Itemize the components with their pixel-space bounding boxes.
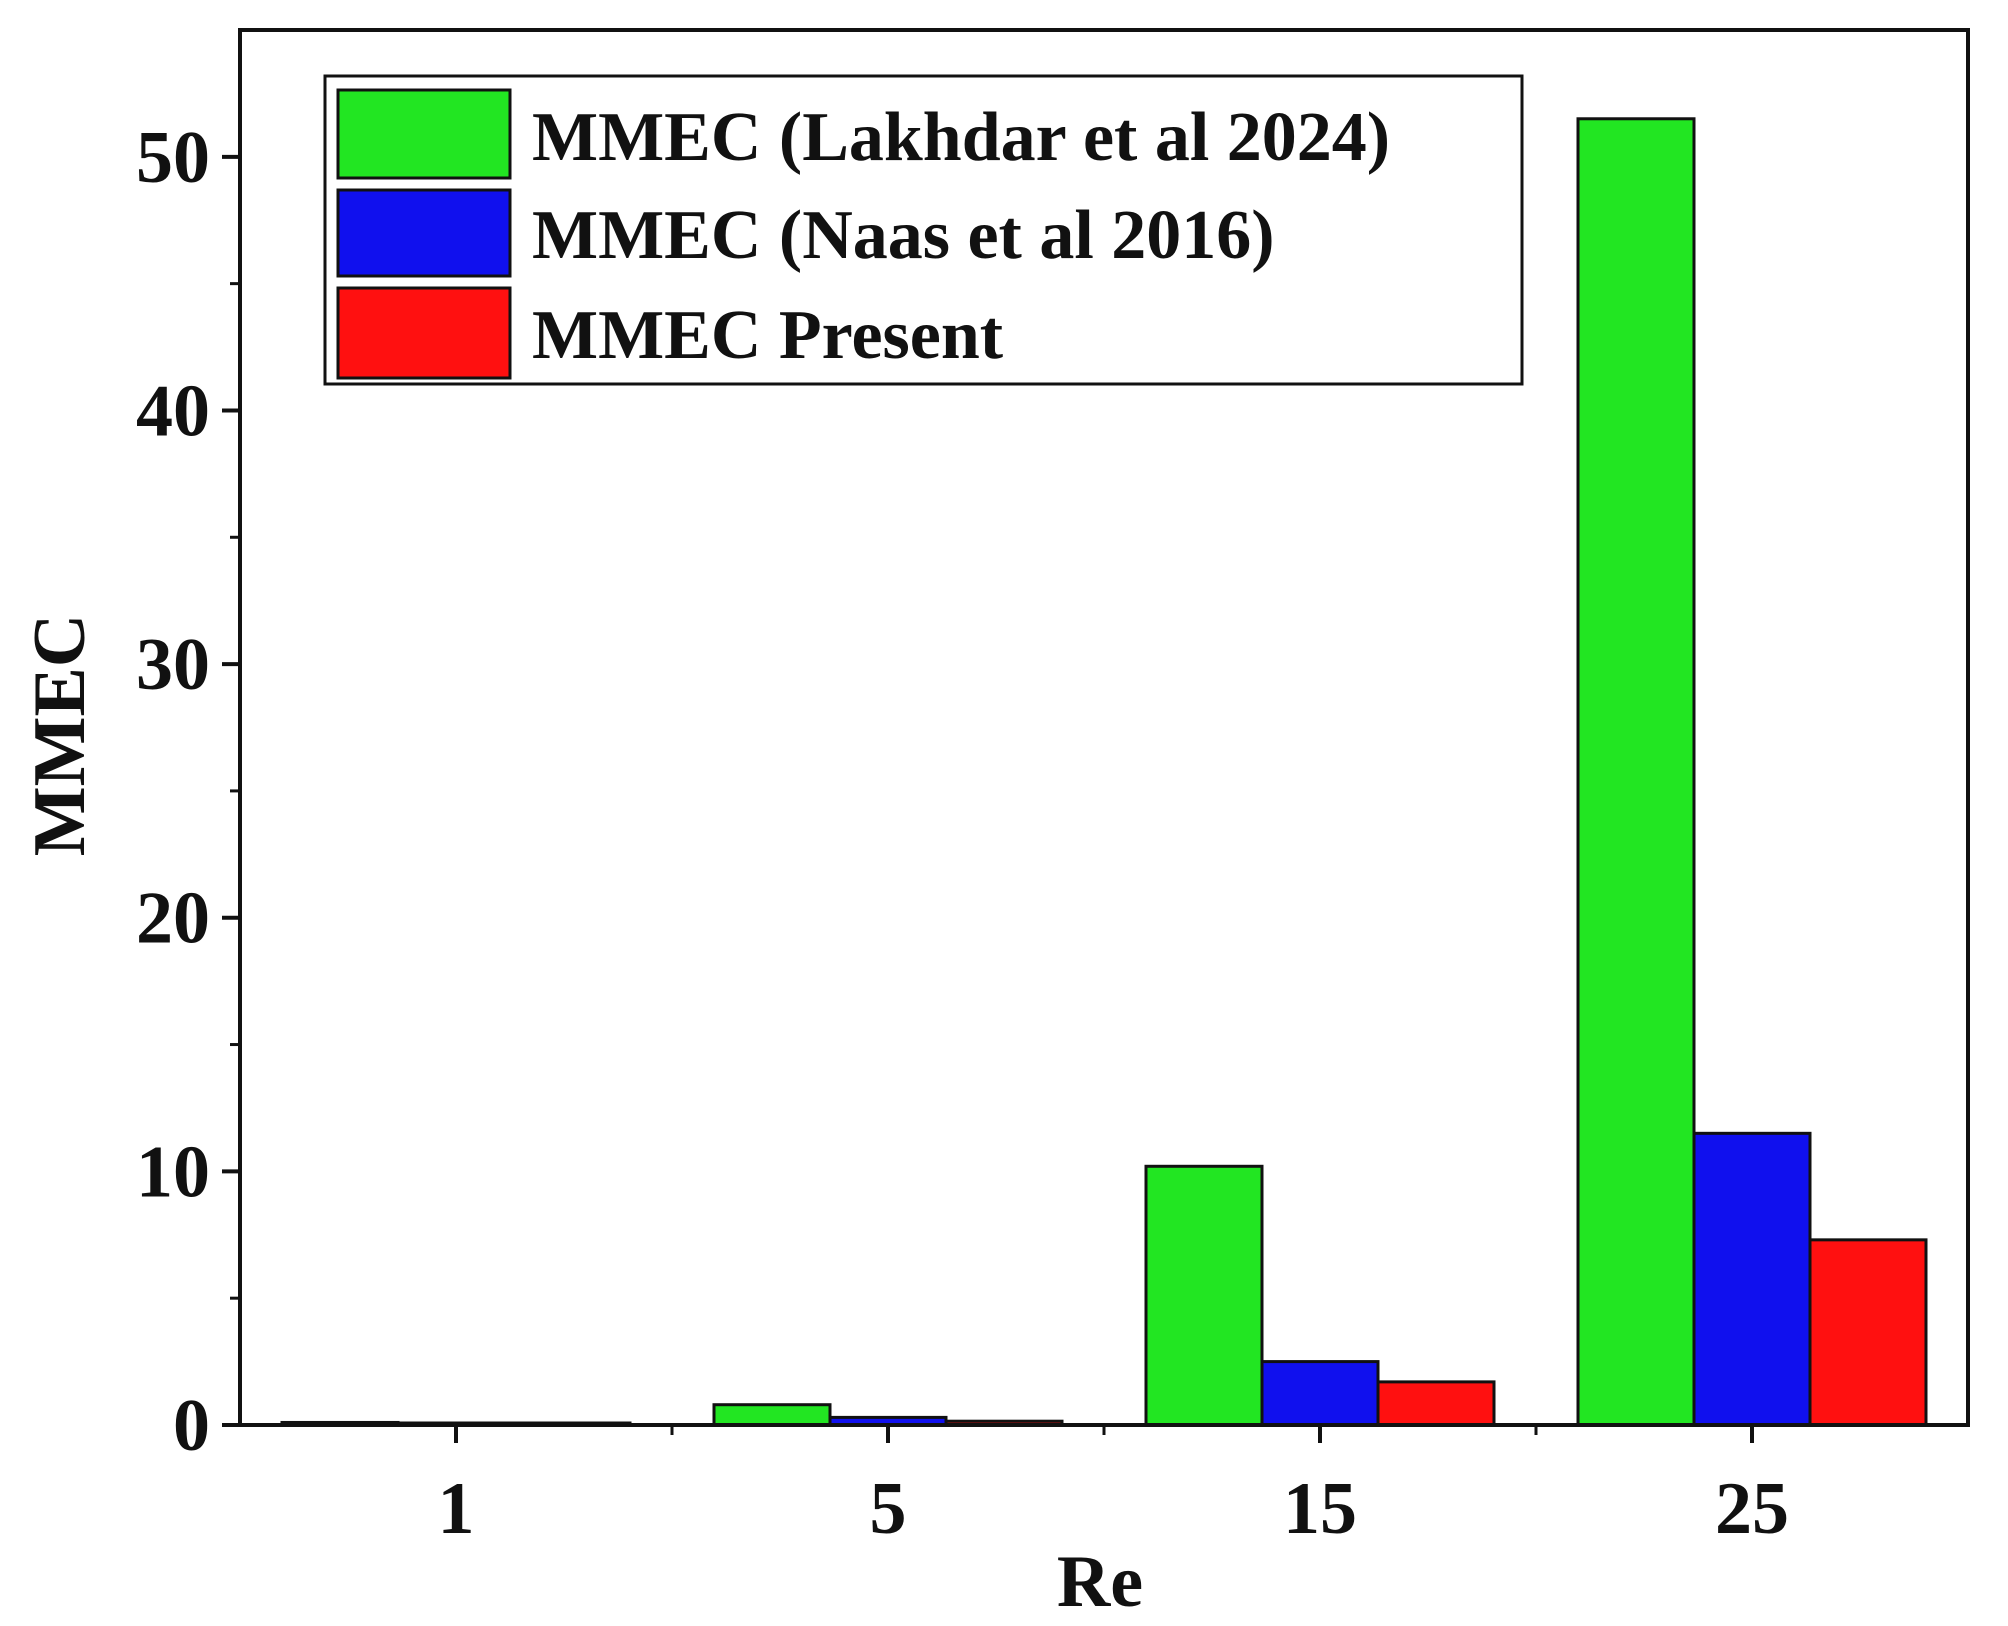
legend-box [323, 74, 1524, 386]
legend-swatch-present [336, 286, 512, 380]
x-tick-label: 15 [1283, 1468, 1357, 1550]
bar-mmec-naas-et-al-2016-re-15 [1260, 1360, 1380, 1427]
legend-swatch-lakhdar-2024 [336, 88, 512, 180]
y-tick-label: 10 [136, 1131, 210, 1213]
y-tick-label: 20 [136, 878, 210, 960]
bars-layer [280, 117, 1928, 1427]
legend-label-naas-2016: MMEC (Naas et al 2016) [532, 197, 1275, 274]
y-axis-label: MMEC [19, 614, 101, 857]
y-tick-label: 40 [136, 370, 210, 452]
bar-mmec-lakhdar-et-al-2024-re-15 [1144, 1164, 1264, 1427]
legend-label-lakhdar-2024: MMEC (Lakhdar et al 2024) [532, 99, 1390, 176]
y-tick-label: 30 [136, 624, 210, 706]
x-tick-label: 5 [870, 1468, 907, 1550]
x-tick-label: 1 [438, 1468, 475, 1550]
y-tick-label: 0 [173, 1385, 210, 1467]
legend-label-present: MMEC Present [532, 297, 1003, 374]
bar-mmec-lakhdar-et-al-2024-re-25 [1576, 117, 1696, 1427]
legend-swatch-naas-2016 [336, 188, 512, 278]
bar-mmec-lakhdar-et-al-2024-re-5 [712, 1403, 832, 1427]
bar-mmec-present-re-15 [1376, 1380, 1496, 1427]
bar-mmec-naas-et-al-2016-re-25 [1692, 1131, 1812, 1427]
y-tick-label: 50 [136, 117, 210, 199]
legend: MMEC (Lakhdar et al 2024) MMEC (Naas et … [323, 74, 1524, 386]
x-tick-label: 25 [1715, 1468, 1789, 1550]
bar-mmec-present-re-25 [1808, 1238, 1928, 1427]
x-axis-label: Re [1057, 1541, 1143, 1623]
